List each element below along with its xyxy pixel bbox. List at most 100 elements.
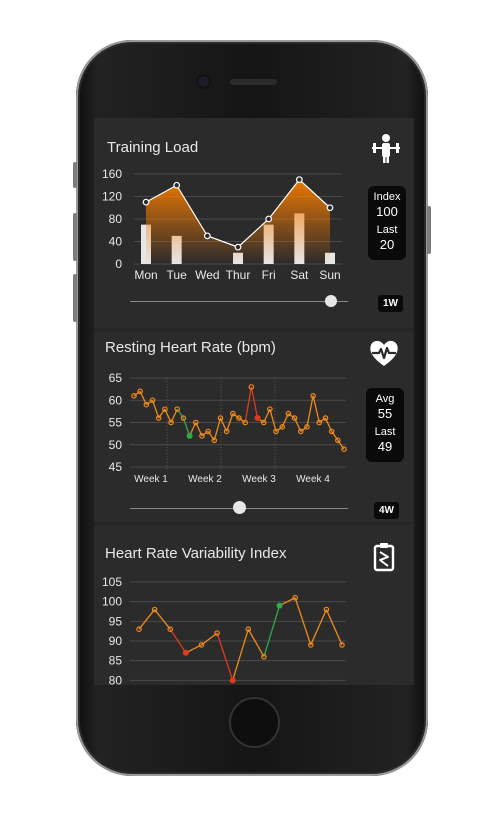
- data-point: [143, 401, 150, 408]
- data-point: [142, 198, 150, 206]
- x-tick-label: Week 1: [134, 474, 168, 485]
- y-tick-label: 80: [109, 673, 123, 685]
- front-camera: [198, 76, 209, 87]
- avg-label: Avg: [375, 393, 395, 405]
- weightlifter-icon: [372, 134, 400, 163]
- series-segment: [269, 408, 277, 432]
- series-segment: [306, 395, 314, 428]
- y-tick-label: 0: [115, 257, 122, 271]
- y-tick-label: 50: [109, 438, 123, 452]
- highlight-point: [254, 415, 261, 422]
- data-point: [291, 415, 298, 421]
- data-point: [217, 415, 224, 421]
- data-point: [297, 428, 304, 435]
- range-4w-button[interactable]: 4W: [374, 502, 399, 519]
- data-point: [292, 594, 298, 601]
- resting-hr-title: Resting Heart Rate (bpm): [105, 339, 276, 356]
- data-point: [230, 410, 236, 417]
- y-tick-label: 120: [102, 190, 122, 204]
- data-point: [149, 397, 156, 404]
- power-button: [427, 206, 431, 254]
- highlight-point: [229, 677, 236, 684]
- x-tick-label: Sat: [290, 268, 309, 282]
- series-segment: [300, 426, 308, 432]
- screen: Training Load Index 100 Last 20 0 40 80 120…: [94, 118, 414, 685]
- series-segment: [275, 426, 283, 432]
- clipboard-chart-icon: [373, 543, 395, 572]
- volume-up-button: [73, 213, 77, 261]
- x-tick-label: Week 2: [188, 474, 222, 485]
- data-point: [131, 392, 137, 399]
- series-segment: [226, 413, 234, 432]
- series-segment: [294, 597, 312, 646]
- data-point: [310, 392, 316, 399]
- data-point: [245, 626, 252, 633]
- data-point: [304, 424, 310, 430]
- training-load-slider-thumb[interactable]: [324, 295, 337, 307]
- data-point: [341, 446, 347, 453]
- data-point: [248, 384, 255, 390]
- series-segment: [213, 417, 222, 441]
- data-point: [168, 419, 174, 426]
- data-point: [273, 428, 279, 435]
- data-point: [234, 243, 242, 251]
- data-point: [180, 415, 187, 421]
- data-point: [214, 630, 220, 636]
- highlight-point: [186, 432, 193, 439]
- data-point: [167, 626, 174, 633]
- highlight-point: [182, 649, 189, 656]
- data-point: [323, 606, 330, 613]
- range-1w-button[interactable]: 1W: [378, 295, 403, 312]
- hrv-title: Heart Rate Variability Index: [105, 545, 287, 562]
- series-segment: [138, 609, 156, 630]
- y-tick-label: 100: [102, 595, 122, 609]
- training-load-card[interactable]: Training Load Index 100 Last 20 0 40 80 120…: [94, 118, 414, 328]
- avg-value: 55: [377, 406, 393, 421]
- series-segment: [244, 386, 252, 423]
- data-point: [198, 642, 205, 648]
- data-point: [203, 232, 211, 240]
- training-load-slider-track[interactable]: [130, 301, 348, 302]
- x-tick-label: Week 3: [242, 474, 276, 485]
- series-segment: [182, 417, 191, 437]
- data-point: [211, 437, 218, 444]
- data-point: [162, 406, 168, 412]
- series-segment: [133, 390, 141, 397]
- x-tick-label: Tue: [167, 268, 188, 282]
- x-tick-label: Mon: [134, 268, 157, 282]
- resting-hr-card[interactable]: Resting Heart Rate (bpm) Avg 55 Last 49 …: [94, 332, 414, 522]
- series-segment: [325, 609, 343, 646]
- data-point: [151, 606, 158, 613]
- data-point: [260, 419, 267, 426]
- series-segment: [169, 628, 187, 654]
- data-point: [335, 437, 341, 444]
- data-point: [267, 406, 273, 412]
- data-point: [155, 415, 162, 421]
- y-tick-label: 60: [109, 393, 123, 407]
- data-point: [223, 428, 230, 435]
- y-tick-label: 105: [102, 575, 122, 589]
- data-point: [322, 415, 329, 421]
- last-label: Last: [374, 426, 396, 438]
- highlight-point: [276, 602, 283, 609]
- series-segment: [201, 430, 209, 437]
- volume-down-button: [73, 274, 77, 322]
- home-button[interactable]: [229, 697, 280, 748]
- resting-hr-badge: Avg 55 Last 49: [366, 388, 404, 462]
- series-segment: [250, 386, 259, 419]
- y-tick-label: 80: [109, 212, 123, 226]
- data-point: [242, 419, 248, 426]
- series-segment: [247, 628, 265, 658]
- data-point: [279, 424, 286, 430]
- series-segment: [318, 417, 326, 424]
- data-point: [174, 406, 181, 412]
- series-segment: [238, 417, 246, 424]
- last-value: 49: [377, 439, 393, 454]
- resting-hr-slider-thumb[interactable]: [233, 501, 246, 514]
- earpiece-speaker: [230, 79, 277, 85]
- y-tick-label: 65: [109, 371, 123, 385]
- data-point: [173, 181, 181, 189]
- hrv-chart: 7580859095100105MonWedFriSunTueThuSat: [102, 575, 346, 685]
- area-fill: [146, 179, 330, 264]
- hrv-card[interactable]: Heart Rate Variability Index Avg 92 Last…: [94, 525, 414, 685]
